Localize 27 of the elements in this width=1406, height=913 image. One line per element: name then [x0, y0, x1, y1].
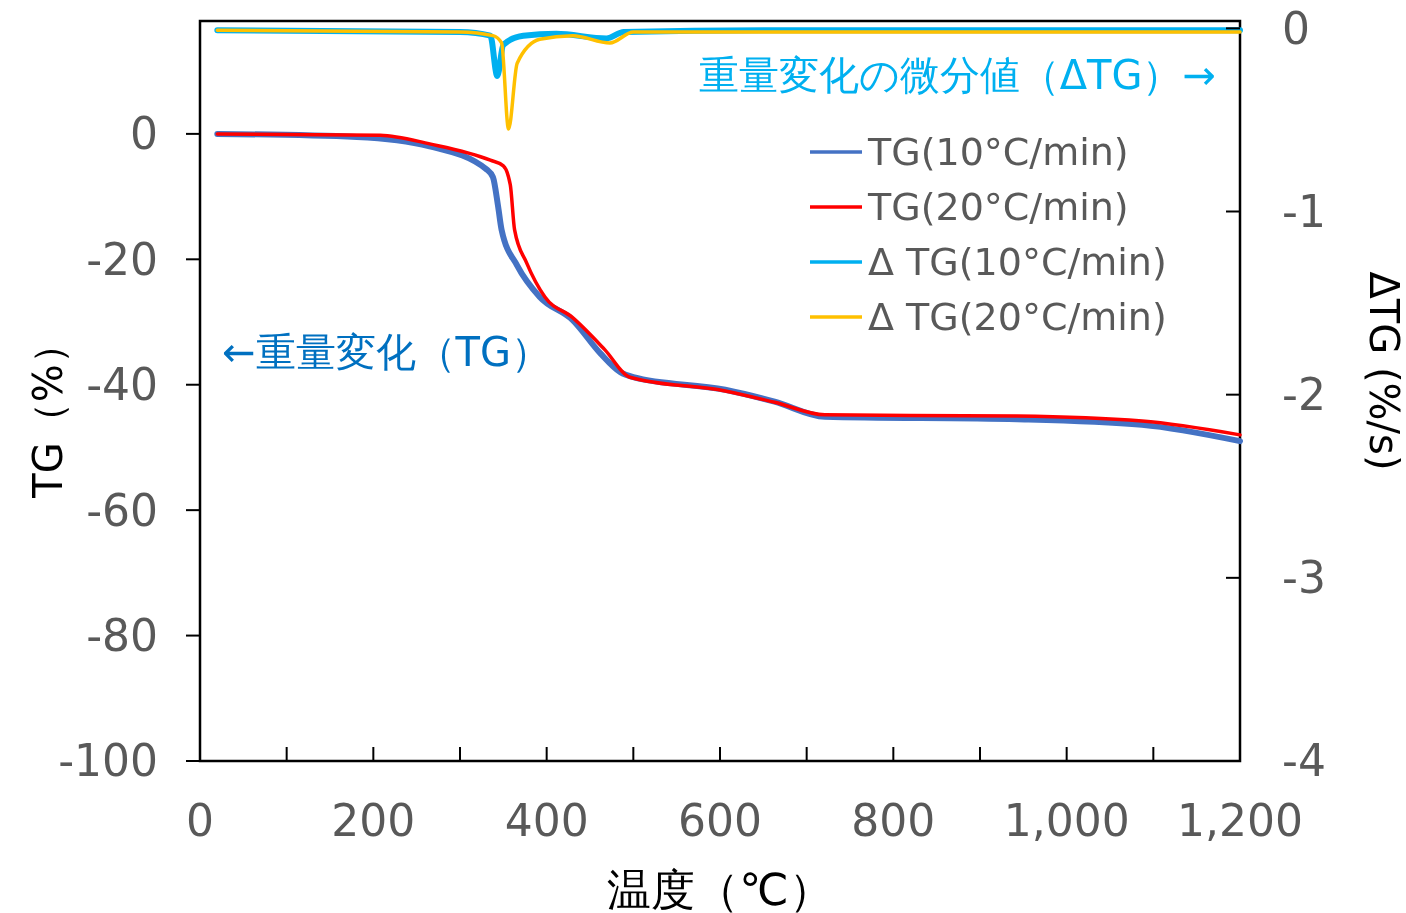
legend-label: TG(20°C/min) — [867, 185, 1129, 230]
y2-tick-label: -2 — [1282, 369, 1326, 421]
x-tick-label: 200 — [331, 795, 416, 846]
x-tick-label: 1,000 — [1003, 795, 1130, 846]
x-tick-label: 1,200 — [1177, 795, 1303, 846]
annotation: ←重量変化（TG） — [222, 329, 551, 375]
y-tick-label: 0 — [130, 108, 158, 160]
x-tick-label: 400 — [504, 795, 589, 846]
legend-label: Δ TG(20°C/min) — [868, 295, 1167, 340]
y2-tick-label: 0 — [1282, 2, 1310, 54]
y-tick-label: -60 — [86, 484, 158, 536]
x-tick-label: 0 — [186, 795, 214, 846]
y-tick-label: -100 — [58, 735, 158, 787]
x-tick-label: 600 — [678, 795, 762, 846]
y-tick-label: -40 — [86, 359, 158, 411]
y2-axis-title: ΔTG (%/s) — [1361, 271, 1406, 471]
x-tick-label: 800 — [851, 795, 936, 846]
y-tick-label: -20 — [86, 233, 158, 285]
x-axis-title: 温度（℃） — [607, 864, 833, 913]
y2-tick-label: -3 — [1282, 552, 1326, 604]
y-axis-title: TG（%） — [25, 324, 71, 499]
y-tick-label: -80 — [86, 609, 158, 661]
annotation: 重量変化の微分値（ΔTG）→ — [698, 52, 1216, 98]
y2-tick-label: -4 — [1282, 735, 1326, 787]
legend-label: TG(10°C/min) — [867, 130, 1129, 175]
legend-label: Δ TG(10°C/min) — [868, 240, 1167, 285]
y2-tick-label: -1 — [1282, 185, 1326, 237]
